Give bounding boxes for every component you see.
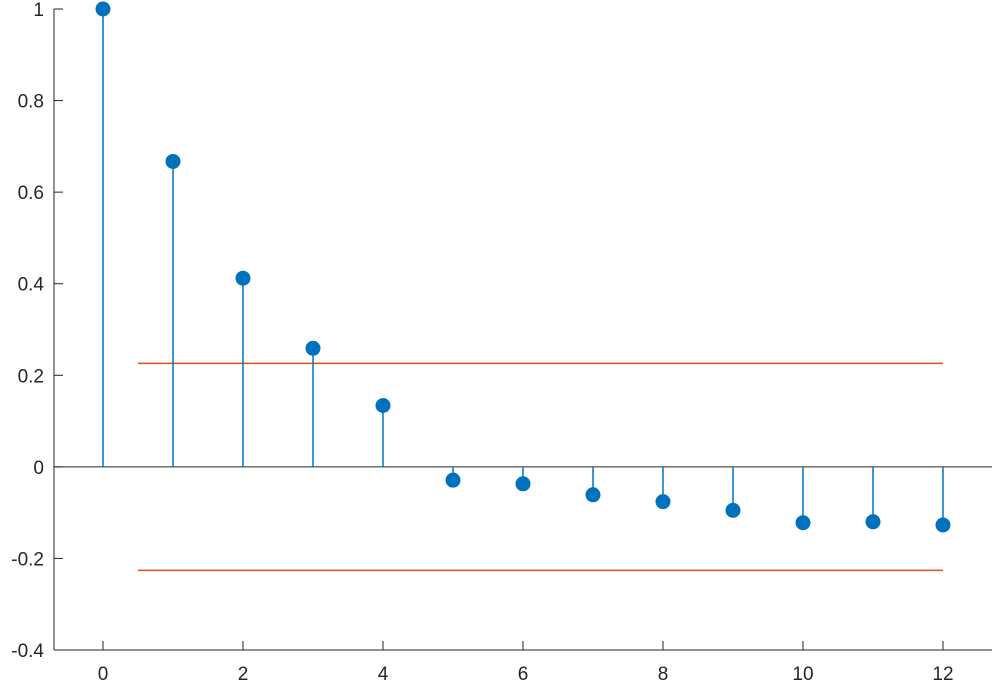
x-tick-label: 2 bbox=[238, 664, 249, 685]
stem-marker bbox=[865, 514, 881, 530]
x-axis-ticks: 0 2 4 6 8 10 12 bbox=[98, 641, 954, 685]
stem-marker bbox=[795, 515, 811, 531]
stem-marker bbox=[445, 472, 461, 488]
x-tick-label: 8 bbox=[658, 664, 669, 685]
confidence-bounds bbox=[138, 362, 943, 572]
stem-marker bbox=[235, 270, 251, 286]
stem-marker bbox=[935, 517, 951, 533]
x-tick-label: 0 bbox=[98, 664, 109, 685]
stem-marker bbox=[515, 476, 531, 492]
stem-marker bbox=[725, 502, 741, 518]
y-tick-label: 1 bbox=[33, 0, 44, 21]
y-tick-label: -0.4 bbox=[11, 641, 44, 662]
y-tick-label: 0.6 bbox=[18, 183, 44, 204]
y-tick-label: 0.8 bbox=[18, 92, 44, 113]
y-tick-label: 0.4 bbox=[18, 275, 45, 296]
x-tick-label: 12 bbox=[932, 664, 953, 685]
x-tick-label: 10 bbox=[792, 664, 813, 685]
axes bbox=[53, 9, 992, 651]
y-tick-label: -0.2 bbox=[11, 549, 44, 570]
y-tick-label: 0 bbox=[33, 458, 44, 479]
y-tick-label: 0.2 bbox=[18, 366, 44, 387]
stem-marker bbox=[95, 1, 111, 17]
stem-marker bbox=[585, 487, 601, 503]
x-tick-label: 6 bbox=[518, 664, 529, 685]
stems bbox=[95, 1, 951, 533]
stem-marker bbox=[655, 494, 671, 510]
x-tick-label: 4 bbox=[378, 664, 389, 685]
stem-marker bbox=[375, 398, 391, 414]
y-axis-ticks: -0.4 -0.2 0 0.2 0.4 0.6 0.8 1 bbox=[11, 0, 63, 662]
stem-marker bbox=[165, 153, 181, 169]
stem-marker bbox=[305, 340, 321, 356]
